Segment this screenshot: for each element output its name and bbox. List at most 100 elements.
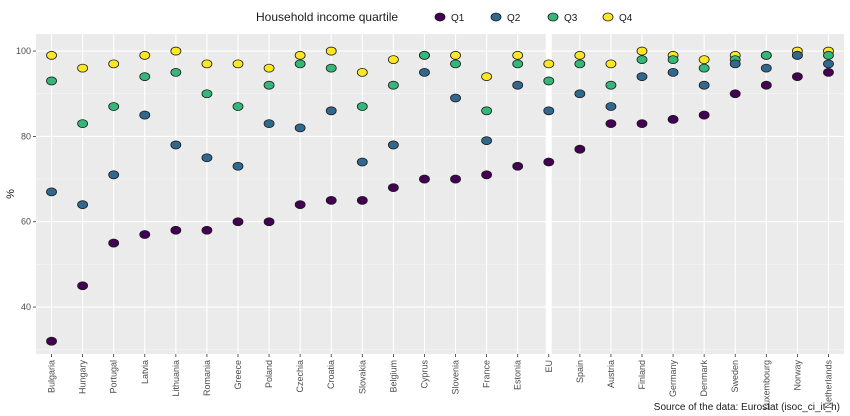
point-q1: [387, 183, 399, 193]
point-q4: [294, 50, 306, 60]
point-q3: [263, 80, 275, 90]
point-q3: [387, 80, 399, 90]
data-points: [46, 46, 834, 346]
point-q1: [698, 110, 710, 120]
point-q1: [667, 114, 679, 124]
point-q4: [512, 50, 524, 60]
point-q3: [139, 72, 151, 82]
legend-key-q4: [602, 12, 614, 22]
legend-label-q4: Q4: [619, 13, 633, 24]
point-q1: [512, 161, 524, 171]
x-tick-label: Denmark: [699, 360, 709, 397]
point-q4: [263, 63, 275, 73]
x-tick-label: Belgium: [388, 360, 398, 393]
point-q1: [46, 336, 57, 346]
point-q4: [605, 59, 617, 69]
point-q4: [356, 68, 368, 77]
y-tick-label: 100: [16, 46, 31, 56]
point-q2: [636, 72, 648, 82]
x-tick-label: Hungary: [78, 360, 88, 395]
point-q4: [636, 46, 648, 56]
x-tick-label: Sweden: [730, 360, 740, 393]
point-q3: [574, 59, 586, 69]
x-tick-label: Germany: [668, 360, 678, 398]
point-q2: [108, 170, 120, 180]
point-q4: [108, 59, 120, 69]
x-tick-label: Croatia: [326, 360, 336, 389]
point-q3: [201, 89, 213, 99]
x-tick-label: Spain: [575, 360, 585, 383]
point-q1: [170, 225, 182, 235]
point-q1: [481, 170, 493, 180]
point-q3: [636, 55, 648, 64]
y-tick-label: 40: [21, 302, 31, 312]
legend-label-q2: Q2: [507, 13, 521, 24]
point-q4: [543, 59, 555, 69]
x-tick-label: Estonia: [513, 360, 523, 390]
legend: Household income quartile Q1 Q2 Q3 Q4: [256, 10, 633, 24]
point-q4: [201, 59, 213, 69]
point-q2: [170, 140, 182, 150]
point-q3: [77, 119, 89, 128]
grid-lines: [36, 34, 844, 354]
point-q2: [760, 63, 772, 73]
point-q2: [574, 89, 586, 99]
legend-key-q2: [490, 12, 502, 22]
point-q4: [46, 50, 57, 60]
point-q1: [605, 119, 617, 128]
point-q2: [77, 200, 89, 210]
point-q2: [139, 110, 151, 120]
point-q2: [450, 93, 461, 103]
point-q2: [232, 161, 244, 171]
point-q1: [325, 195, 337, 205]
point-q2: [698, 80, 710, 90]
point-q1: [543, 157, 555, 167]
point-q1: [139, 230, 151, 239]
point-q3: [823, 50, 834, 60]
point-q3: [667, 55, 679, 64]
x-tick-label: Lithuania: [171, 360, 181, 397]
point-q1: [201, 225, 213, 235]
x-tick-label: Romania: [202, 360, 212, 396]
point-q1: [636, 119, 648, 128]
point-q4: [574, 50, 586, 60]
point-q4: [698, 55, 710, 64]
y-axis-title: %: [5, 189, 17, 199]
point-q2: [729, 59, 741, 69]
x-tick-label: Norway: [792, 360, 802, 391]
point-q2: [512, 80, 524, 90]
x-tick-label: Slovakia: [357, 360, 367, 394]
x-tick-label: Cyprus: [419, 360, 429, 389]
point-q3: [46, 76, 57, 86]
y-tick-label: 60: [21, 217, 31, 227]
point-q1: [108, 238, 120, 248]
point-q1: [263, 217, 275, 227]
x-tick-label: Latvia: [140, 360, 150, 384]
x-tick-label: Finland: [637, 360, 647, 390]
point-q1: [450, 174, 461, 184]
point-q1: [760, 80, 772, 90]
point-q3: [512, 59, 524, 69]
point-q2: [667, 68, 679, 77]
x-tick-label: Bulgaria: [47, 360, 57, 393]
point-q1: [77, 281, 89, 291]
point-q2: [387, 140, 399, 150]
point-q2: [605, 102, 617, 111]
y-tick-label: 80: [21, 131, 31, 141]
point-q4: [139, 50, 151, 60]
point-q2: [263, 119, 275, 128]
point-q1: [294, 200, 306, 210]
legend-title: Household income quartile: [256, 10, 398, 24]
point-q2: [325, 106, 337, 116]
x-tick-label: Austria: [606, 360, 616, 388]
point-q1: [356, 195, 368, 205]
x-tick-label: France: [482, 360, 492, 388]
plot-panel: [36, 34, 844, 354]
point-q4: [77, 63, 89, 73]
y-axis: 40 60 80 100: [16, 46, 36, 312]
point-q3: [698, 63, 710, 73]
legend-label-q1: Q1: [451, 13, 465, 24]
point-q3: [325, 63, 337, 73]
point-q2: [823, 59, 834, 69]
